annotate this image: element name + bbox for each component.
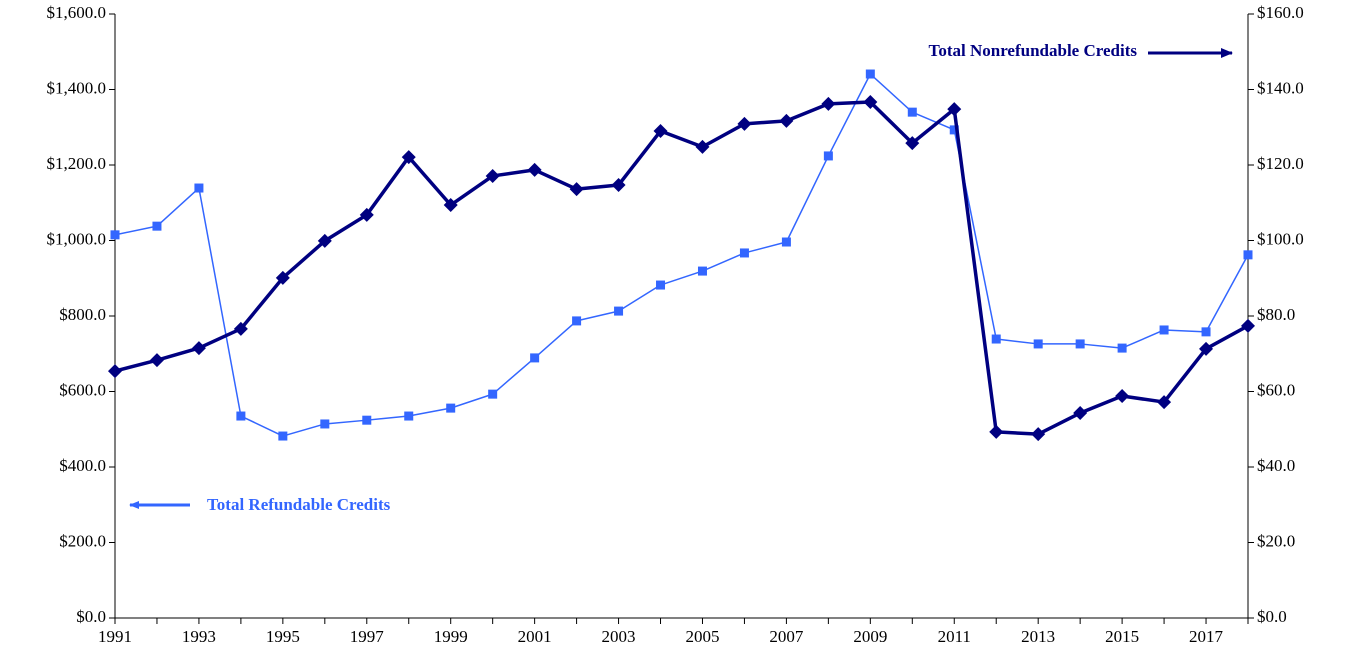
point [359, 207, 374, 222]
y-tick-label: $1,000.0 [47, 229, 107, 248]
point [611, 178, 626, 193]
point [1157, 395, 1172, 410]
point [949, 125, 959, 135]
y-tick-label: $200.0 [59, 531, 106, 550]
point [905, 136, 920, 151]
x-tick-label: 2005 [685, 627, 719, 646]
y-tick-label: $1,200.0 [47, 154, 107, 173]
x-tick-label: 2015 [1105, 627, 1139, 646]
x-tick-label: 2009 [853, 627, 887, 646]
point [233, 321, 248, 336]
point [1031, 427, 1046, 442]
point [236, 411, 246, 421]
y2-tick-label: $160.0 [1257, 3, 1304, 22]
point [695, 139, 710, 154]
y2-tick-label: $140.0 [1257, 78, 1304, 97]
point [108, 364, 122, 379]
point [443, 198, 458, 213]
point [1199, 341, 1214, 356]
point [656, 280, 666, 290]
point [1033, 339, 1043, 349]
series-line [114, 100, 1249, 436]
point [362, 415, 372, 425]
point [446, 403, 456, 413]
point [823, 151, 833, 161]
point [947, 102, 962, 117]
point [317, 233, 332, 248]
point [485, 168, 500, 183]
point [1159, 325, 1169, 335]
annotation: Total Refundable Credits [207, 495, 391, 514]
point [530, 353, 540, 363]
point [194, 183, 204, 193]
x-tick-label: 1991 [98, 627, 132, 646]
y2-tick-label: $60.0 [1257, 380, 1295, 399]
point [572, 316, 582, 326]
point [152, 221, 162, 231]
point [401, 150, 416, 165]
x-tick-label: 1995 [266, 627, 300, 646]
point [1201, 327, 1211, 337]
point [907, 107, 917, 117]
y2-tick-label: $20.0 [1257, 531, 1295, 550]
point [191, 341, 206, 356]
x-tick-label: 2017 [1189, 627, 1224, 646]
annotation: Total Nonrefundable Credits [929, 41, 1138, 60]
point [863, 94, 878, 109]
point [1243, 250, 1253, 260]
point [821, 96, 836, 111]
point [278, 431, 288, 441]
point [737, 116, 752, 131]
x-tick-label: 2007 [769, 627, 804, 646]
point [569, 182, 584, 197]
point [1115, 389, 1130, 404]
point [110, 230, 120, 240]
x-tick-label: 2003 [602, 627, 636, 646]
y-tick-label: $1,400.0 [47, 78, 107, 97]
point [781, 237, 791, 247]
x-tick-label: 2001 [518, 627, 552, 646]
point [697, 266, 707, 276]
y2-tick-label: $0.0 [1257, 607, 1287, 626]
x-tick-label: 1993 [182, 627, 216, 646]
point [404, 411, 414, 421]
point [1073, 406, 1088, 421]
x-tick-label: 1997 [350, 627, 385, 646]
series-line [114, 73, 1249, 437]
y-tick-label: $600.0 [59, 380, 106, 399]
point [488, 389, 498, 399]
point [1075, 339, 1085, 349]
point [149, 353, 164, 368]
point [989, 424, 1004, 439]
point [865, 69, 875, 79]
x-tick-label: 2011 [938, 627, 971, 646]
point [614, 306, 624, 316]
point [1117, 343, 1127, 353]
y-tick-label: $400.0 [59, 456, 106, 475]
y-tick-label: $1,600.0 [47, 3, 107, 22]
y2-tick-label: $80.0 [1257, 305, 1295, 324]
y-tick-label: $0.0 [76, 607, 106, 626]
point [1241, 318, 1255, 333]
y2-tick-label: $40.0 [1257, 456, 1295, 475]
point [779, 113, 794, 128]
point [320, 419, 330, 429]
y2-tick-label: $120.0 [1257, 154, 1304, 173]
point [991, 334, 1001, 344]
y2-tick-label: $100.0 [1257, 229, 1304, 248]
x-tick-label: 1999 [434, 627, 468, 646]
x-tick-label: 2013 [1021, 627, 1055, 646]
point [739, 248, 749, 258]
point [275, 270, 290, 285]
point [653, 124, 668, 139]
y-tick-label: $800.0 [59, 305, 106, 324]
point [527, 162, 542, 177]
